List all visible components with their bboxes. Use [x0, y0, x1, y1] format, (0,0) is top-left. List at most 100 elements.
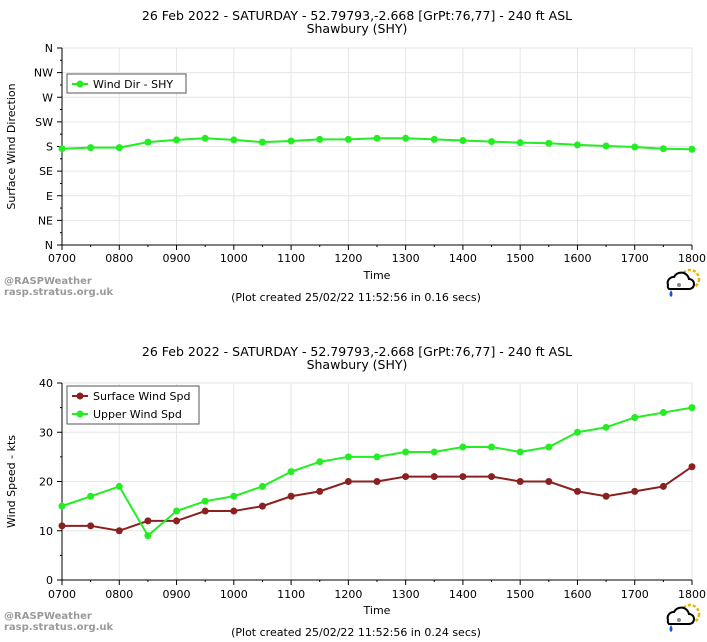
data-point [459, 136, 467, 144]
legend-swatch-marker [76, 80, 84, 88]
x-tick-label: 1100 [277, 588, 305, 601]
rain-cloud-sun-icon [666, 268, 701, 297]
x-tick-label: 0800 [105, 252, 133, 265]
data-point [258, 138, 266, 146]
legend-swatch-marker [76, 392, 84, 400]
x-tick-label: 1100 [277, 252, 305, 265]
x-tick-label: 1700 [621, 252, 649, 265]
data-point [201, 507, 209, 515]
data-point [659, 482, 667, 490]
data-point [316, 487, 324, 495]
y-axis-label: Surface Wind Direction [5, 83, 18, 209]
y-axis-label: Wind Speed - kts [5, 435, 18, 528]
y-tick-label: SW [35, 116, 53, 129]
x-tick-label: 1300 [392, 252, 420, 265]
data-point [488, 138, 496, 146]
x-tick-label: 0900 [163, 252, 191, 265]
data-point [201, 497, 209, 505]
data-point [631, 487, 639, 495]
data-point [545, 139, 553, 147]
credit-line-2: rasp.stratus.org.uk [4, 287, 114, 298]
data-point [173, 136, 181, 144]
y-tick-label: SE [39, 165, 53, 178]
data-point [430, 473, 438, 481]
data-point [144, 532, 152, 540]
series-line [61, 406, 693, 538]
x-tick-label: 1400 [449, 252, 477, 265]
x-tick-label: 1600 [563, 588, 591, 601]
data-point [602, 492, 610, 500]
legend-label: Surface Wind Spd [93, 390, 191, 403]
data-point [87, 492, 95, 500]
x-tick-label: 1800 [678, 252, 706, 265]
series-line [62, 465, 693, 532]
data-point [631, 143, 639, 151]
x-tick-label: 1700 [621, 588, 649, 601]
chart-2 [57, 382, 696, 585]
chart-1 [57, 47, 696, 250]
y-tick-label: W [42, 91, 53, 104]
data-point [430, 135, 438, 143]
data-point [402, 473, 410, 481]
data-point [402, 134, 410, 142]
x-tick-label: 1300 [392, 588, 420, 601]
data-point [287, 492, 295, 500]
data-point [688, 463, 696, 471]
x-tick-label: 1800 [678, 588, 706, 601]
chart-title: 26 Feb 2022 - SATURDAY - 52.79793,-2.668… [142, 344, 572, 359]
data-point [659, 409, 667, 417]
data-point [316, 135, 324, 143]
y-tick-label: NW [34, 67, 53, 80]
x-tick-label: 1400 [449, 588, 477, 601]
chart-subtitle: Shawbury (SHY) [307, 357, 408, 372]
y-tick-label: E [46, 190, 53, 203]
x-tick-label: 0700 [48, 252, 76, 265]
y-tick-label: N [45, 239, 53, 252]
credit-line-1: @RASPWeather [4, 611, 92, 622]
x-tick-label: 1500 [506, 252, 534, 265]
x-axis-label: Time [363, 604, 391, 617]
data-point [58, 145, 66, 153]
data-point [488, 443, 496, 451]
legend-box [66, 385, 200, 425]
data-point [115, 482, 123, 490]
data-point [373, 478, 381, 485]
y-tick-label: NE [38, 214, 53, 227]
data-point [287, 468, 295, 476]
credit-watermark-top: @RASPWeather rasp.stratus.org.uk [4, 276, 113, 298]
y-tick-label: 20 [39, 476, 53, 489]
data-point [602, 423, 610, 431]
data-point [516, 448, 524, 456]
data-point [688, 404, 696, 412]
data-point [545, 443, 553, 451]
x-tick-label: 0700 [48, 588, 76, 601]
data-point [631, 413, 639, 421]
x-tick-label: 0800 [105, 588, 133, 601]
data-point [144, 138, 152, 146]
chart-subtitle: Shawbury (SHY) [307, 21, 408, 36]
legend-box [66, 73, 187, 94]
data-point [430, 448, 438, 456]
x-tick-label: 1200 [334, 252, 362, 265]
data-point [659, 145, 667, 153]
x-tick-label: 0900 [163, 588, 191, 601]
data-point [573, 428, 581, 436]
y-tick-label: N [45, 42, 53, 55]
data-point [115, 144, 123, 152]
data-point [459, 473, 467, 481]
data-point [58, 502, 66, 510]
x-tick-label: 1000 [220, 252, 248, 265]
y-tick-label: 30 [39, 426, 53, 439]
rain-cloud-sun-icon [666, 603, 701, 632]
credit-watermark-bottom: @RASPWeather rasp.stratus.org.uk [4, 611, 113, 633]
data-point [230, 136, 238, 144]
y-tick-label: 0 [46, 574, 53, 587]
x-tick-label: 1200 [334, 588, 362, 601]
plot-created-footer: (Plot created 25/02/22 11:52:56 in 0.24 … [231, 626, 481, 639]
data-point [459, 443, 467, 451]
y-tick-label: 10 [39, 525, 53, 538]
chart-title: 26 Feb 2022 - SATURDAY - 52.79793,-2.668… [142, 8, 572, 23]
credit-line-2: rasp.stratus.org.uk [4, 622, 114, 633]
data-point [344, 135, 352, 143]
